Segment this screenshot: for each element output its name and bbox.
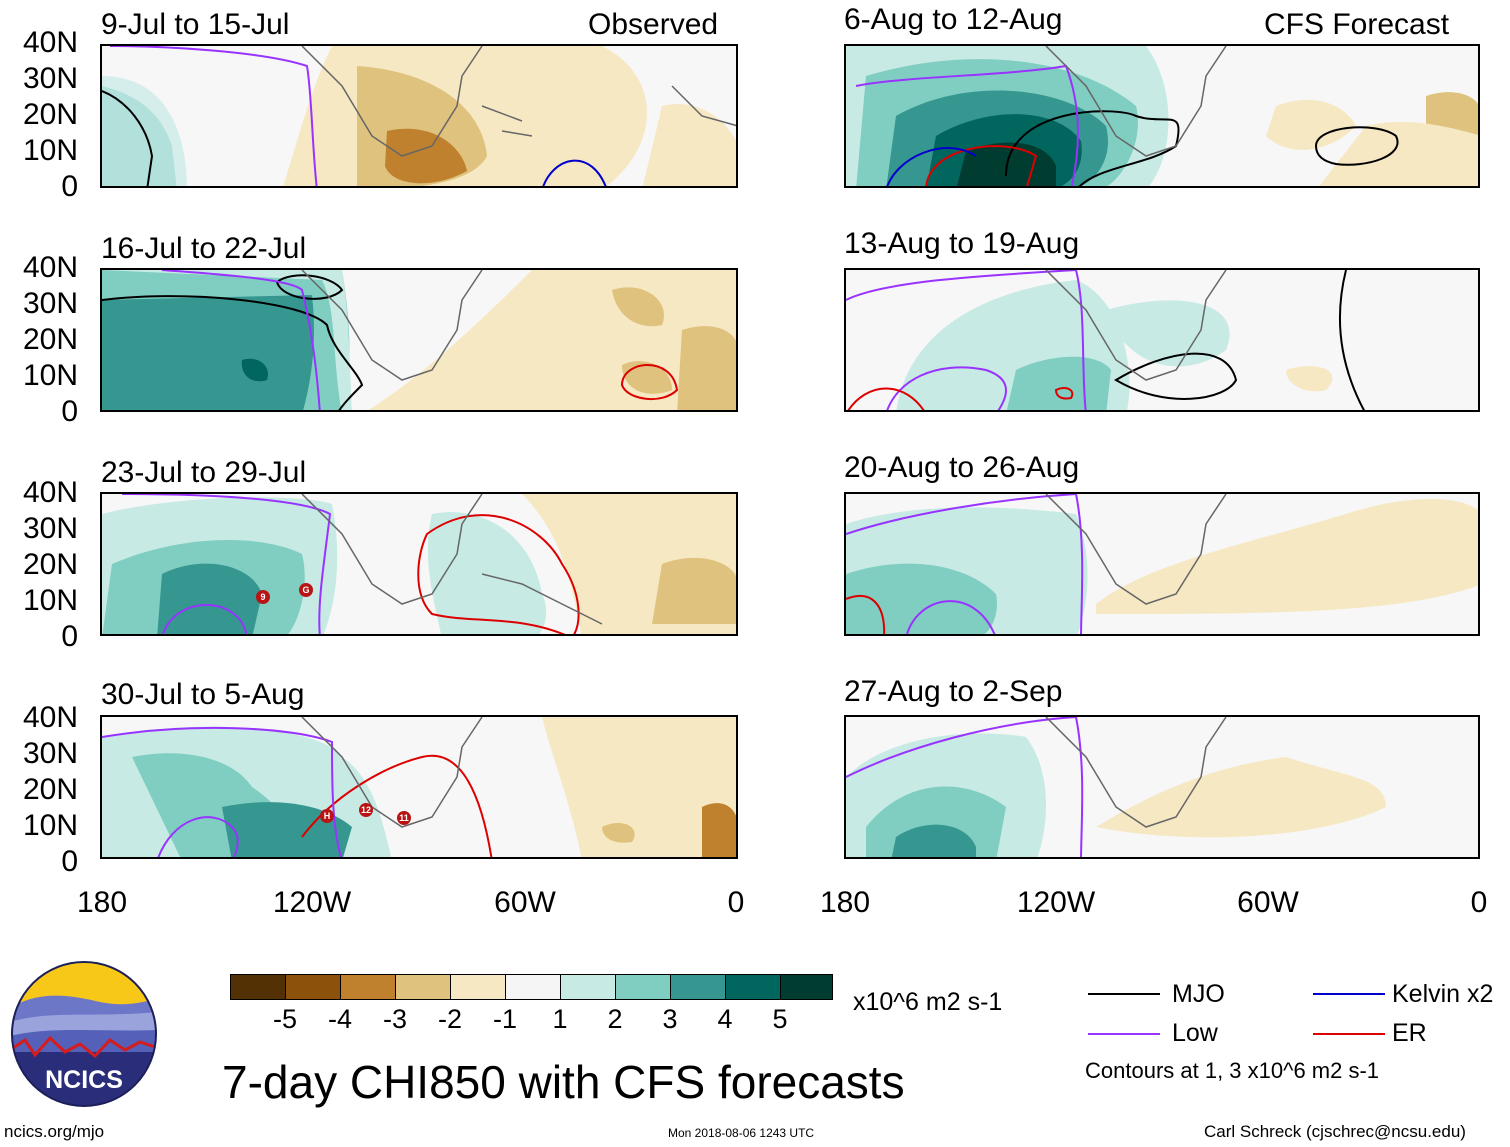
y-tick: 30N	[22, 62, 78, 95]
colorbar-swatch	[340, 974, 396, 1000]
y-tick: 40N	[22, 476, 78, 509]
y-tick: 0	[61, 620, 78, 653]
main-title: 7-day CHI850 with CFS forecasts	[222, 1056, 905, 1108]
y-tick: 10N	[22, 134, 78, 167]
map-panel-forecast-1	[844, 44, 1480, 188]
colorbar-tick: -5	[272, 1004, 297, 1034]
colorbar-tick: 1	[552, 1004, 568, 1034]
colorbar-swatch	[725, 974, 781, 1000]
logo-text: NCICS	[45, 1066, 123, 1094]
x-tick: 0	[1470, 886, 1488, 919]
y-tick: 20N	[22, 98, 78, 131]
storm-marker: H	[320, 809, 334, 823]
ncics-logo: NCICS	[10, 960, 158, 1108]
x-tick: 0	[727, 886, 745, 919]
colorbar-swatch	[450, 974, 506, 1000]
storm-marker: 9	[256, 590, 270, 604]
observed-label: Observed	[588, 8, 719, 41]
colorbar-swatch	[560, 974, 616, 1000]
y-tick: 30N	[22, 737, 78, 770]
map-panel-forecast-3	[844, 492, 1480, 636]
legend-label-er: ER	[1392, 1019, 1427, 1047]
colorbar-swatch	[395, 974, 451, 1000]
y-tick: 10N	[22, 584, 78, 617]
colorbar-tick: -2	[437, 1004, 462, 1034]
colorbar-tick: 5	[772, 1004, 788, 1034]
colorbar-tick: -4	[327, 1004, 352, 1034]
y-tick: 30N	[22, 512, 78, 545]
y-tick: 10N	[22, 809, 78, 842]
legend-label-mjo: MJO	[1172, 980, 1225, 1008]
colorbar-tick: -1	[492, 1004, 517, 1034]
colorbar-swatch	[285, 974, 341, 1000]
colorbar-swatch	[670, 974, 726, 1000]
storm-marker: 11	[397, 811, 411, 825]
y-tick: 40N	[22, 251, 78, 284]
x-tick: 180	[76, 886, 128, 919]
panel-title-2: 16-Jul to 22-Jul	[101, 232, 307, 265]
map-panel-observed-2	[100, 268, 738, 412]
colorbar-swatch	[505, 974, 561, 1000]
cfs-forecast-label: CFS Forecast	[1264, 8, 1450, 41]
contour-note: Contours at 1, 3 x10^6 m2 s-1	[1085, 1058, 1380, 1083]
x-tick: 60W	[1237, 886, 1299, 919]
x-tick: 60W	[494, 886, 556, 919]
y-tick: 20N	[22, 773, 78, 806]
y-tick: 40N	[22, 701, 78, 734]
footer-url: ncics.org/mjo	[4, 1122, 105, 1141]
y-tick: 0	[61, 170, 78, 203]
footer-author: Carl Schreck (cjschrec@ncsu.edu)	[1204, 1122, 1466, 1141]
y-tick: 0	[61, 395, 78, 428]
legend-swatch-kelvin	[1313, 993, 1385, 995]
map-panel-observed-4: H 12 11	[100, 715, 738, 859]
y-tick: 20N	[22, 548, 78, 581]
legend-swatch-er	[1313, 1033, 1385, 1035]
storm-marker: 12	[359, 803, 373, 817]
panel-title-6: 13-Aug to 19-Aug	[844, 227, 1080, 260]
y-tick: 40N	[22, 26, 78, 59]
map-panel-observed-3: 9 G	[100, 492, 738, 636]
panel-title-4: 30-Jul to 5-Aug	[101, 678, 305, 711]
panel-title-8: 27-Aug to 2-Sep	[844, 675, 1063, 708]
panel-title-7: 20-Aug to 26-Aug	[844, 451, 1080, 484]
colorbar-swatch	[780, 974, 833, 1000]
panel-title-1: 9-Jul to 15-Jul	[101, 8, 290, 41]
y-tick: 30N	[22, 287, 78, 320]
map-panel-forecast-4	[844, 715, 1480, 859]
panel-title-3: 23-Jul to 29-Jul	[101, 456, 307, 489]
y-tick: 10N	[22, 359, 78, 392]
storm-marker: G	[299, 583, 313, 597]
legend-label-kelvin: Kelvin x2	[1392, 980, 1494, 1008]
legend-swatch-low	[1088, 1033, 1160, 1035]
colorbar-tick: -3	[382, 1004, 407, 1034]
legend-label-low: Low	[1172, 1019, 1218, 1047]
colorbar-tick: 3	[662, 1004, 678, 1034]
colorbar-tick: 4	[717, 1004, 733, 1034]
colorbar-swatch	[230, 974, 286, 1000]
map-panel-observed-1	[100, 44, 738, 188]
footer-timestamp: Mon 2018-08-06 1243 UTC	[668, 1126, 815, 1140]
panel-title-5: 6-Aug to 12-Aug	[844, 3, 1063, 36]
x-tick: 120W	[1016, 886, 1096, 919]
colorbar-tick: 2	[607, 1004, 623, 1034]
y-tick: 20N	[22, 323, 78, 356]
x-tick: 120W	[272, 886, 352, 919]
y-tick: 0	[61, 845, 78, 878]
colorbar-swatch	[615, 974, 671, 1000]
map-panel-forecast-2	[844, 268, 1480, 412]
colorbar-units: x10^6 m2 s-1	[853, 988, 1003, 1016]
x-tick: 180	[819, 886, 871, 919]
legend-swatch-mjo	[1088, 993, 1160, 995]
